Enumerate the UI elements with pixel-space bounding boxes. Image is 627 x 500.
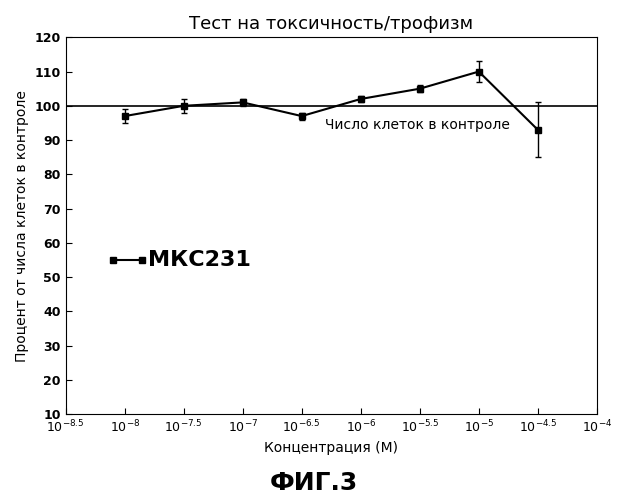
Y-axis label: Процент от числа клеток в контроле: Процент от числа клеток в контроле [15, 90, 29, 362]
X-axis label: Концентрация (М): Концентрация (М) [264, 441, 398, 455]
Text: Число клеток в контроле: Число клеток в контроле [325, 118, 510, 132]
Title: Тест на токсичность/трофизм: Тест на токсичность/трофизм [189, 15, 473, 33]
Text: МКС231: МКС231 [149, 250, 251, 270]
Text: ФИГ.3: ФИГ.3 [270, 471, 357, 495]
